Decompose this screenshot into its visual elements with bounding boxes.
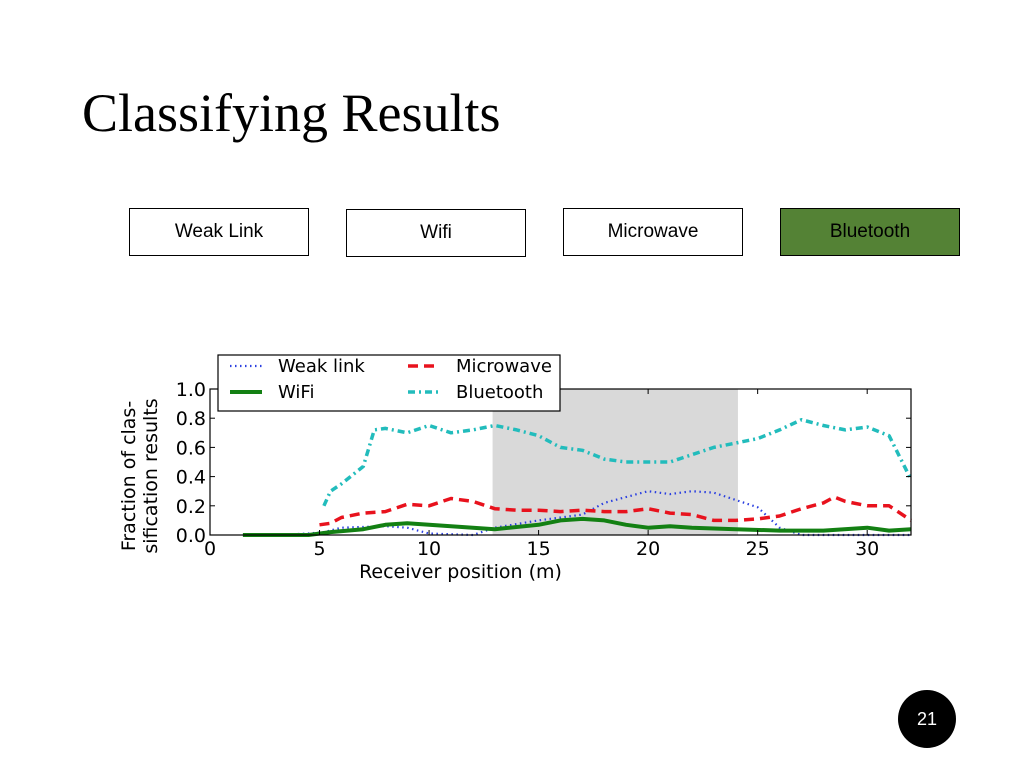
- y-tick-label: 0.4: [176, 467, 206, 489]
- y-axis-label: Fraction of clas-sification results: [118, 398, 162, 553]
- slide-title: Classifying Results: [82, 83, 501, 143]
- tag-wifi: Wifi: [346, 209, 526, 257]
- x-tick-label: 15: [527, 538, 551, 560]
- y-axis-label-line: Fraction of clas-: [118, 401, 140, 551]
- y-tick-label: 0.0: [176, 525, 206, 547]
- y-tick-label: 0.6: [176, 437, 206, 459]
- y-tick-label: 0.8: [176, 408, 206, 430]
- y-tick-label: 0.2: [176, 496, 206, 518]
- legend-label: Bluetooth: [456, 382, 543, 403]
- page-number-badge: 21: [898, 690, 956, 748]
- x-tick-label: 0: [204, 538, 216, 560]
- tag-microwave: Microwave: [563, 208, 743, 256]
- x-tick-label: 25: [746, 538, 770, 560]
- legend-box: [217, 354, 561, 412]
- legend-label: Weak link: [278, 356, 365, 377]
- x-tick-label: 30: [855, 538, 879, 560]
- x-tick-label: 5: [313, 538, 325, 560]
- series-line-bluetooth: [322, 417, 913, 507]
- x-tick-label: 20: [636, 538, 660, 560]
- tag-weak-link: Weak Link: [129, 208, 309, 256]
- tag-bluetooth: Bluetooth: [780, 208, 960, 256]
- y-axis-label-line: sification results: [140, 398, 162, 553]
- classification-chart: 0 5 10 15 20 25 30 0.0 0.2 0.4 0.6 0.8 1.0 Receiver p…: [118, 354, 913, 583]
- series-line-weak-link: [242, 490, 911, 537]
- legend-label: Microwave: [456, 356, 552, 377]
- y-tick-label: 1.0: [176, 379, 206, 401]
- series-line-wifi: [242, 516, 912, 537]
- legend-label: WiFi: [278, 382, 314, 403]
- series-line-microwave: [319, 495, 912, 527]
- x-axis-label: Receiver position (m): [359, 561, 562, 583]
- x-tick-label: 10: [417, 538, 441, 560]
